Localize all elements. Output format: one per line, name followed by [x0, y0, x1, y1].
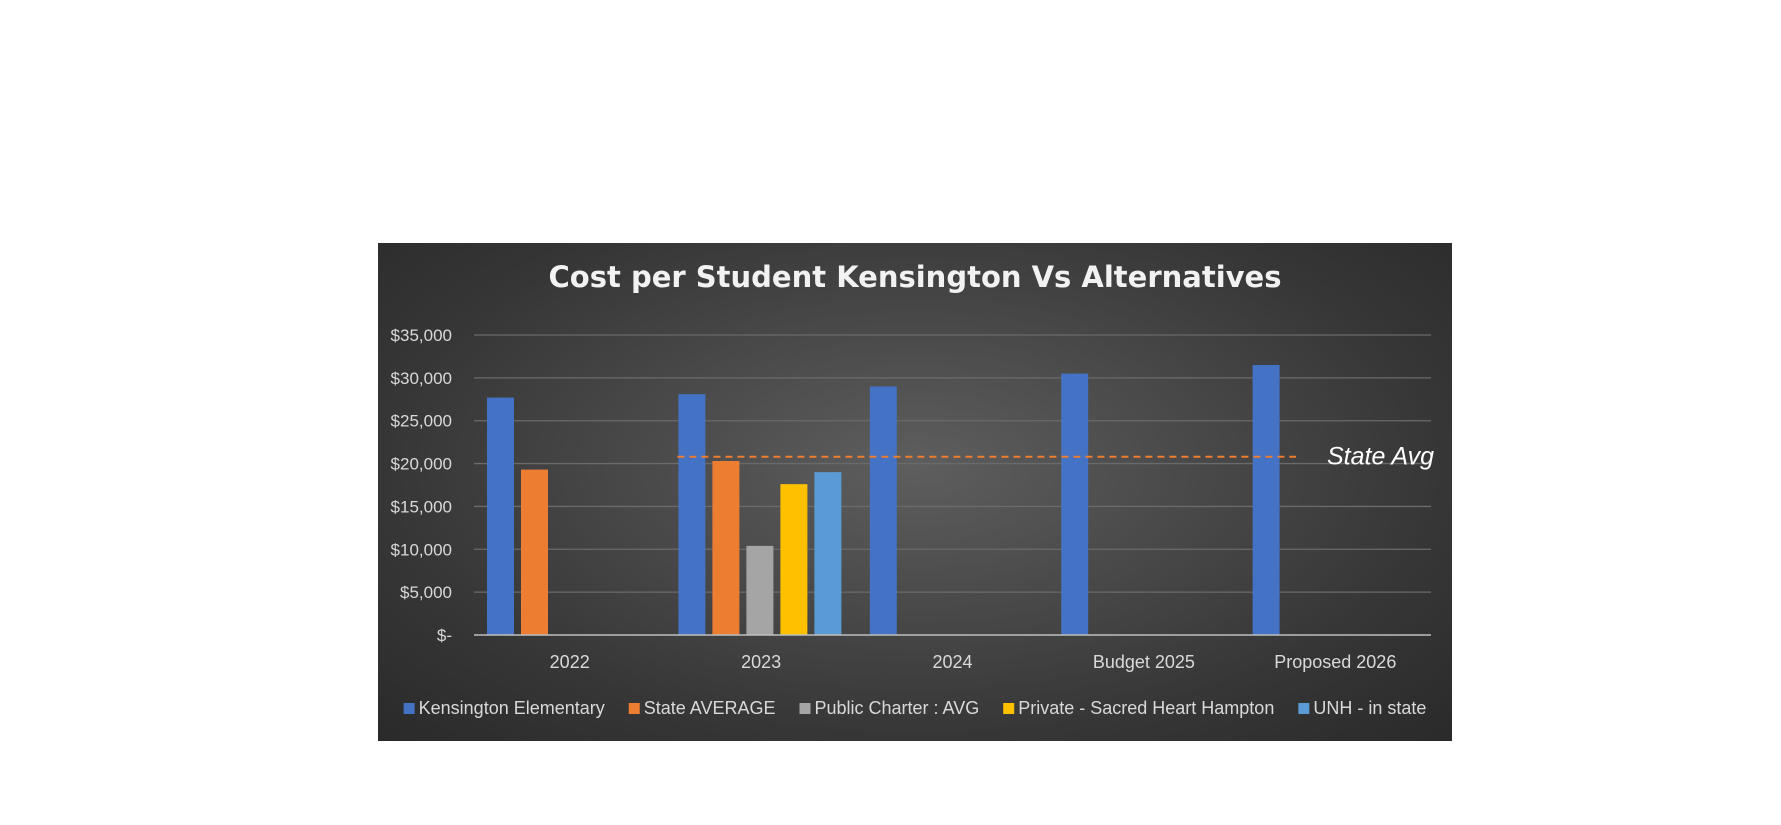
- legend-label-private-sacred-heart-hampton: Private - Sacred Heart Hampton: [1018, 698, 1274, 718]
- category-label: 2024: [932, 652, 972, 672]
- bar-private-sacred-heart-hampton-2023: [780, 484, 808, 635]
- bar-unh-in-state-2023: [814, 472, 842, 635]
- bar-state-average-2022: [521, 469, 548, 635]
- y-tick-label: $25,000: [391, 412, 452, 431]
- bar-kensington-elementary-2022: [487, 397, 514, 635]
- legend-swatch-private-sacred-heart-hampton: [1003, 703, 1015, 714]
- bar-kensington-elementary-2023: [678, 394, 706, 635]
- legend-swatch-kensington-elementary: [403, 703, 415, 714]
- y-tick-label: $5,000: [400, 583, 452, 602]
- state-avg-annotation-label: State Avg: [1327, 443, 1434, 471]
- legend-swatch-state-average: [628, 703, 640, 714]
- bar-chart: Cost per Student Kensington Vs Alternati…: [391, 260, 1435, 718]
- legend: Kensington Elementary State AVERAGE Public…: [403, 698, 1426, 718]
- chart-title: Cost per Student Kensington Vs Alternati…: [549, 260, 1282, 294]
- gridlines: [474, 334, 1431, 593]
- category-label: Proposed 2026: [1274, 652, 1396, 672]
- y-tick-label: $15,000: [391, 497, 452, 516]
- category-label: Budget 2025: [1093, 652, 1195, 672]
- legend-label-unh-in-state: UNH - in state: [1313, 698, 1426, 718]
- y-tick-label: $10,000: [391, 540, 452, 559]
- legend-swatch-unh-in-state: [1298, 703, 1310, 714]
- legend-swatch-public-charter-avg: [799, 703, 811, 714]
- category-label: 2023: [741, 652, 781, 672]
- y-tick-label: $20,000: [391, 455, 452, 474]
- y-axis-tick-labels: $- $5,000 $10,000 $15,000 $20,000 $25,000 $30,…: [391, 326, 452, 645]
- y-tick-label: $-: [437, 626, 452, 645]
- bar-kensington-elementary-2024: [869, 386, 897, 635]
- annotations: State Avg: [677, 443, 1434, 471]
- y-tick-label: $30,000: [391, 369, 452, 388]
- legend-label-state-average: State AVERAGE: [644, 698, 776, 718]
- bar-kensington-elementary-budget-2025: [1061, 373, 1089, 635]
- category-label: 2022: [550, 652, 590, 672]
- chart-panel: Cost per Student Kensington Vs Alternati…: [378, 243, 1452, 741]
- x-axis-category-labels: 2022 2023 2024 Budget 2025 Proposed 2026: [550, 652, 1397, 672]
- bars: [487, 365, 1280, 635]
- bar-public-charter-avg-2023: [746, 545, 774, 635]
- legend-label-public-charter-avg: Public Charter : AVG: [814, 698, 979, 718]
- bar-state-average-2023: [712, 461, 740, 635]
- legend-label-kensington-elementary: Kensington Elementary: [419, 698, 605, 718]
- y-tick-label: $35,000: [391, 326, 452, 345]
- bar-kensington-elementary-proposed-2026: [1252, 365, 1280, 635]
